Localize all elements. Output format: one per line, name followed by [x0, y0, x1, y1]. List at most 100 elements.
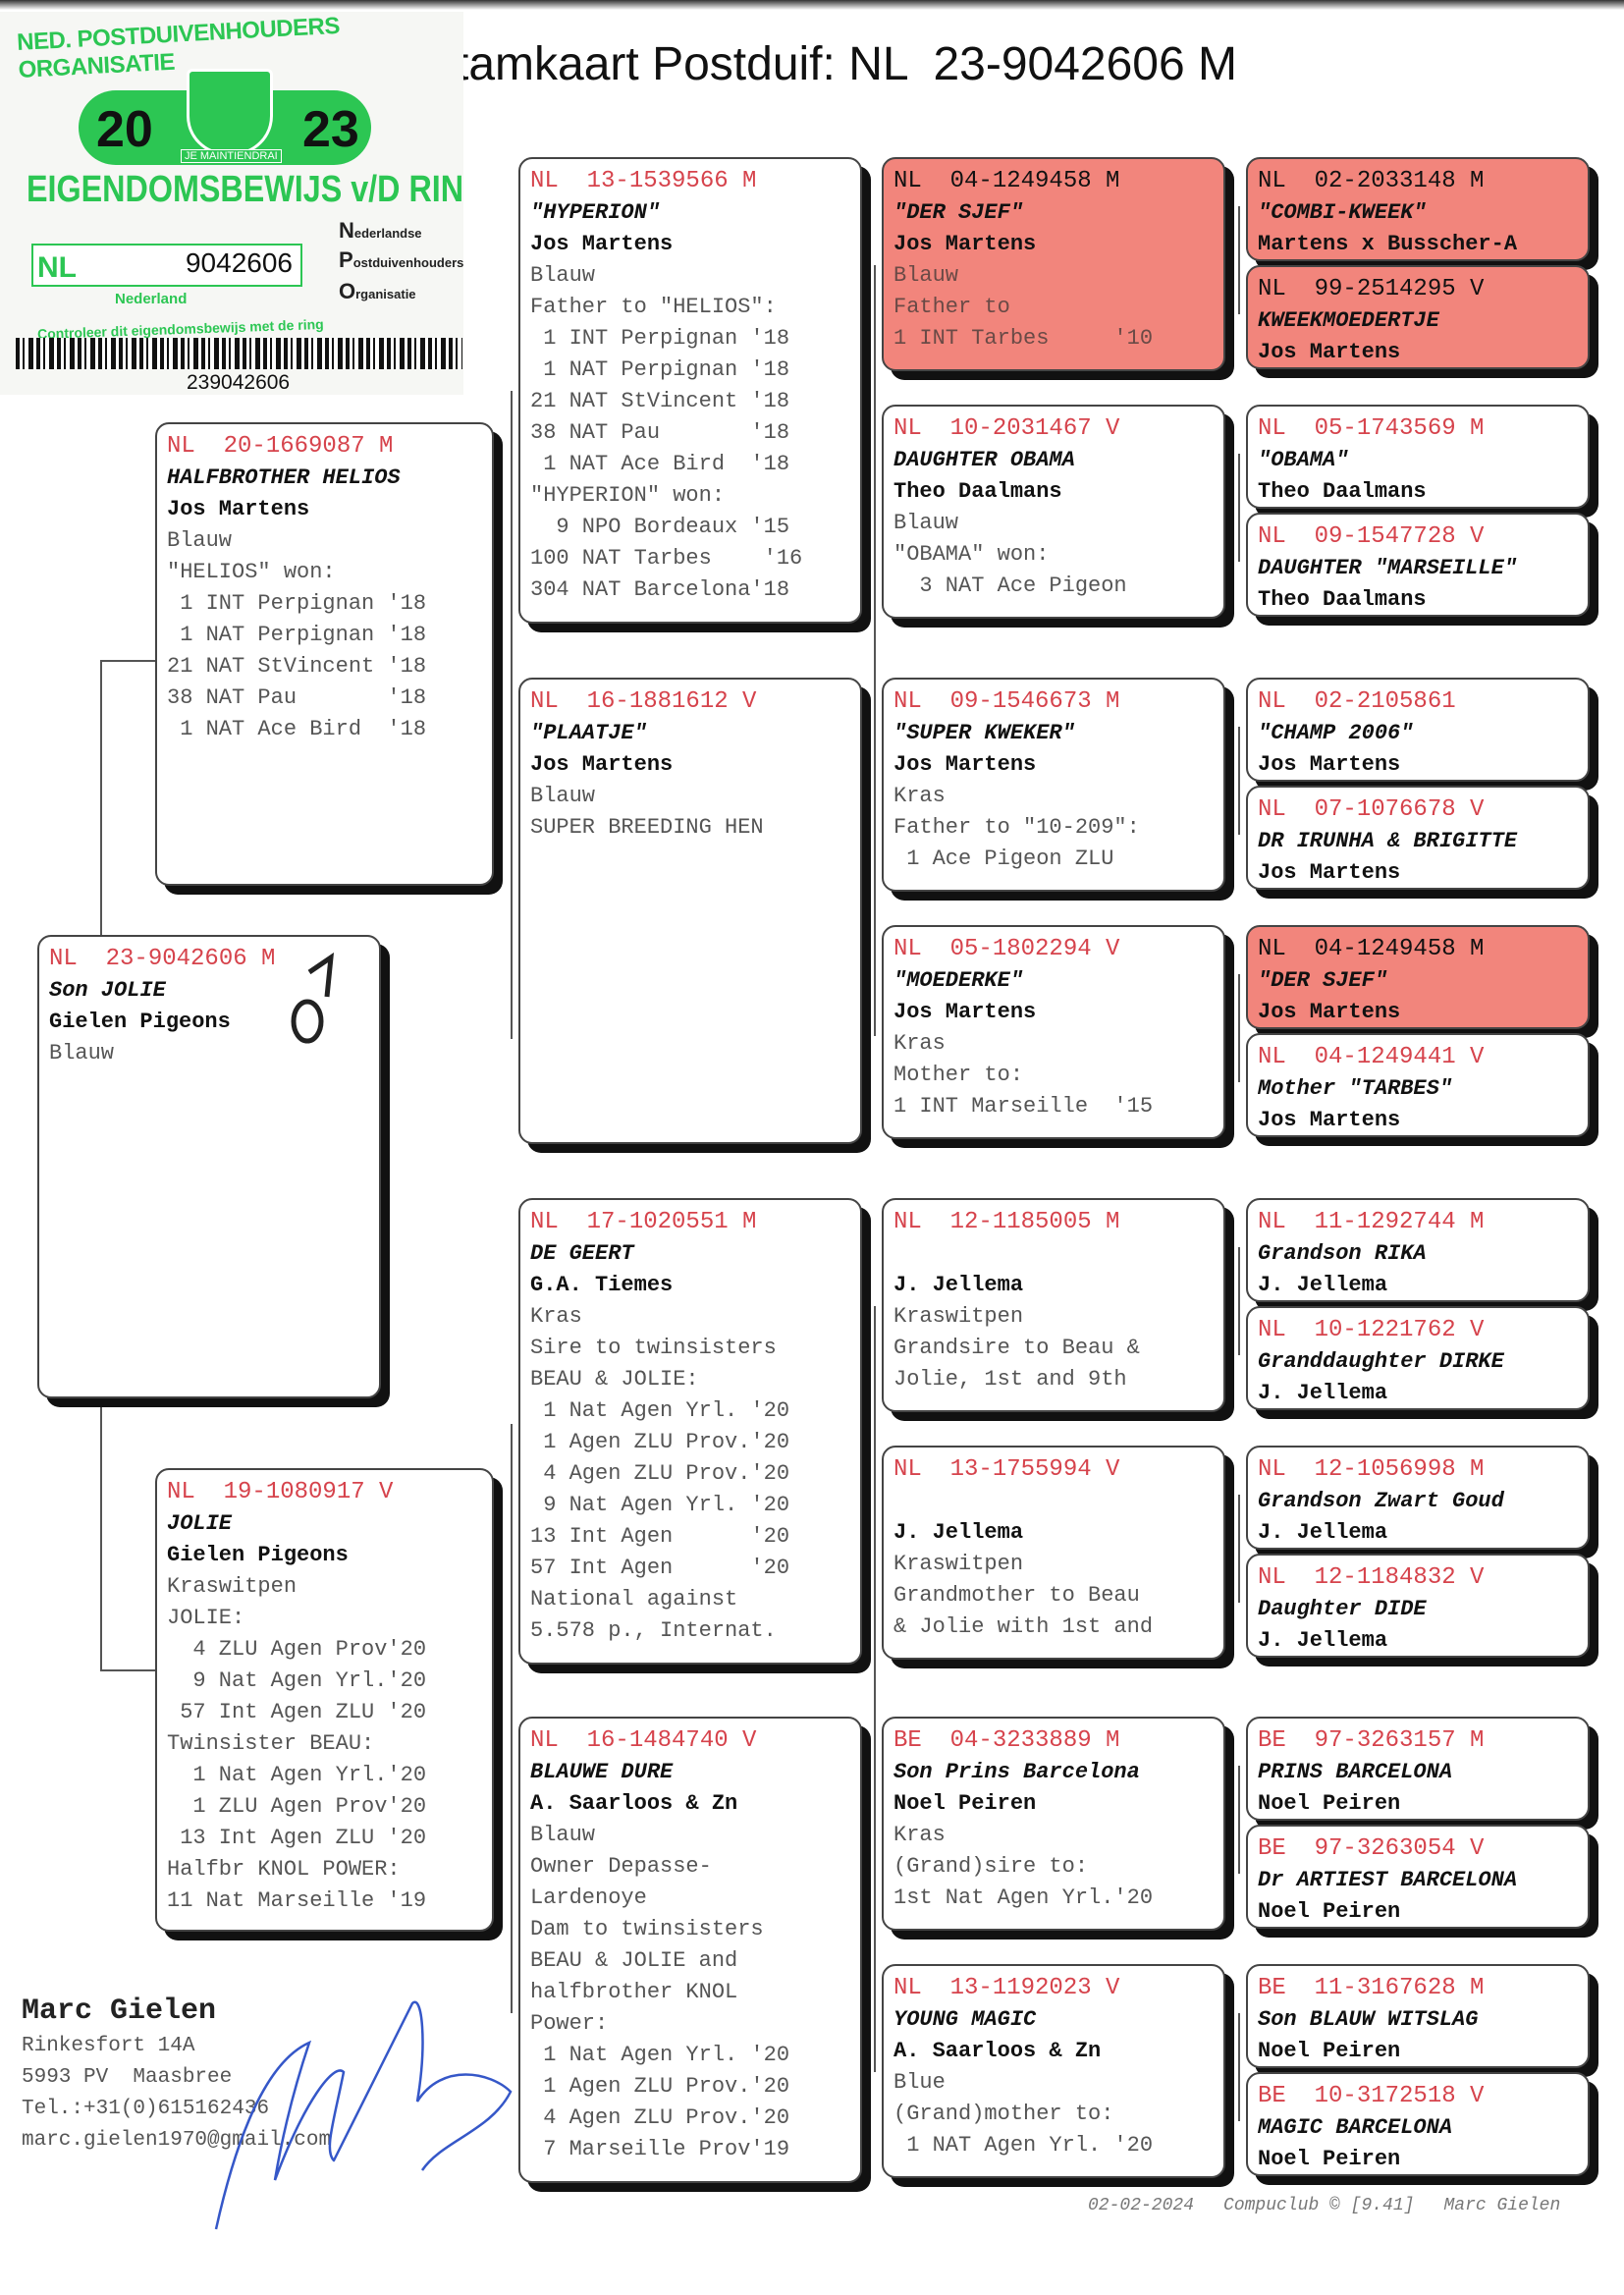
owner-name: Noel Peiren	[1258, 2147, 1401, 2171]
info-line: Owner Depasse-	[530, 1854, 712, 1879]
owner-name: Jos Martens	[1258, 752, 1401, 777]
ring-number: NL 07-1076678 V	[1258, 796, 1485, 823]
info-line: 21 NAT StVincent '18	[167, 654, 427, 679]
grandparent-card[interactable]: NL 17-1020551 M DE GEERT G.A. Tiemes Kras Si…	[518, 1198, 862, 1665]
ring-number: NL 17-1020551 M	[530, 1209, 757, 1235]
great-great-grandparent-card[interactable]: NL 11-1292744 M Grandson RIKA J. Jellema	[1246, 1198, 1590, 1302]
great-great-grandparent-card[interactable]: NL 07-1076678 V DR IRUNHA & BRIGITTE Jos M…	[1246, 786, 1590, 890]
great-great-grandparent-card[interactable]: NL 10-1221762 V Granddaughter DIRKE J. Jel…	[1246, 1306, 1590, 1410]
info-line: Power:	[530, 2011, 609, 2036]
owner-name: Jos Martens	[1258, 1000, 1401, 1024]
great-grandparent-card[interactable]: NL 13-1755994 V J. Jellema Kraswitpen Grand…	[882, 1446, 1225, 1660]
great-grandparent-card[interactable]: NL 10-2031467 V DAUGHTER OBAMA Theo Daalma…	[882, 405, 1225, 619]
great-grandparent-card[interactable]: NL 12-1185005 M J. Jellema Kraswitpen Grand…	[882, 1198, 1225, 1412]
great-great-grandparent-card[interactable]: NL 12-1056998 M Grandson Zwart Goud J. Jel…	[1246, 1446, 1590, 1550]
great-great-grandparent-card[interactable]: NL 99-2514295 V KWEEKMOEDERTJE Jos Martens	[1246, 265, 1590, 369]
ring-number: BE 97-3263157 M	[1258, 1727, 1485, 1754]
great-great-grandparent-card[interactable]: NL 02-2105861 "CHAMP 2006" Jos Martens	[1246, 678, 1590, 782]
info-line: 1 NAT Perpignan '18	[530, 357, 790, 382]
info-line: 1st Nat Agen Yrl.'20	[893, 1885, 1154, 1910]
info-line: Kraswitpen	[167, 1574, 298, 1599]
ring-number: BE 10-3172518 V	[1258, 2083, 1485, 2109]
certificate-heading: EIGENDOMSBEWIJS v/D RING	[27, 169, 463, 210]
great-great-grandparent-card[interactable]: NL 04-1249441 V Mother "TARBES" Jos Marten…	[1246, 1033, 1590, 1137]
great-grandparent-card[interactable]: NL 05-1802294 V "MOEDERKE" Jos Martens Kras…	[882, 925, 1225, 1139]
pigeon-name: Son JOLIE	[49, 978, 166, 1003]
ring-ownership-card: NED. POSTDUIVENHOUDERS ORGANISATIE 20 23…	[0, 12, 463, 395]
info-line: Jolie, 1st and 9th	[893, 1367, 1127, 1392]
sire-card[interactable]: NL 20-1669087 M HALFBROTHER HELIOS Jos Mar…	[155, 422, 494, 886]
info-line: 13 Int Agen ZLU '20	[167, 1826, 427, 1850]
owner-name: Jos Martens	[893, 232, 1037, 256]
pigeon-name: KWEEKMOEDERTJE	[1258, 308, 1439, 333]
ring-number-box: NL 9042606	[31, 244, 302, 287]
pedigree-connector	[1238, 727, 1240, 835]
pedigree-connector	[874, 265, 876, 520]
great-great-grandparent-card[interactable]: BE 97-3263157 M PRINS BARCELONA Noel Peire…	[1246, 1717, 1590, 1821]
great-grandparent-card[interactable]: NL 04-1249458 M "DER SJEF" Jos Martens Blau…	[882, 157, 1225, 371]
grandparent-card[interactable]: NL 16-1881612 V "PLAATJE" Jos Martens Blauw…	[518, 678, 862, 1144]
info-line: Blue	[893, 2070, 946, 2095]
grandparent-card[interactable]: NL 13-1539566 M "HYPERION" Jos Martens Blau…	[518, 157, 862, 624]
great-great-grandparent-card[interactable]: NL 04-1249458 M "DER SJEF" Jos Martens	[1246, 925, 1590, 1029]
ring-number: NL 10-1221762 V	[1258, 1317, 1485, 1343]
info-line: Kraswitpen	[893, 1304, 1024, 1329]
grandparent-card[interactable]: NL 16-1484740 V BLAUWE DURE A. Saarloos & …	[518, 1717, 862, 2183]
pigeon-name: JOLIE	[167, 1511, 233, 1536]
info-line: 1 ZLU Agen Prov'20	[167, 1794, 427, 1819]
pigeon-name	[893, 1238, 1214, 1270]
dam-card[interactable]: NL 19-1080917 V JOLIE Gielen Pigeons Kraswi…	[155, 1468, 494, 1932]
ring-number: BE 11-3167628 M	[1258, 1975, 1485, 2001]
info-line: 1 NAT Ace Bird '18	[530, 452, 790, 476]
great-great-grandparent-card[interactable]: BE 11-3167628 M Son BLAUW WITSLAG Noel Pei…	[1246, 1964, 1590, 2068]
info-line: 1 INT Perpignan '18	[167, 591, 427, 616]
info-line: Kras	[530, 1304, 582, 1329]
ring-number: NL 12-1185005 M	[893, 1209, 1120, 1235]
email-link[interactable]: marc.gielen1970@gmail.com	[22, 2129, 332, 2152]
year-right: 23	[302, 101, 359, 158]
print-date: 02-02-2024	[1088, 2196, 1195, 2215]
page-title: Stamkaart Postduif: NL 23-9042606 M	[424, 38, 1237, 90]
pigeon-name: Granddaughter DIRKE	[1258, 1349, 1504, 1374]
info-line: Kraswitpen	[893, 1552, 1024, 1576]
breeder-name: Marc Gielen	[22, 1994, 217, 2028]
great-great-grandparent-card[interactable]: NL 02-2033148 M "COMBI-KWEEK" Martens x Bu…	[1246, 157, 1590, 261]
owner-name: Theo Daalmans	[1258, 479, 1427, 504]
great-grandparent-card[interactable]: BE 04-3233889 M Son Prins Barcelona Noel P…	[882, 1717, 1225, 1931]
info-line: "HYPERION" won:	[530, 483, 726, 508]
owner-name: Gielen Pigeons	[167, 1543, 349, 1567]
ring-number: NL 09-1547728 V	[1258, 523, 1485, 550]
info-line: 100 NAT Tarbes '16	[530, 546, 803, 571]
info-line: 9 Nat Agen Yrl. '20	[530, 1493, 790, 1517]
ring-number: NL 23-9042606 M	[49, 946, 276, 972]
great-great-grandparent-card[interactable]: NL 05-1743569 M "OBAMA" Theo Daalmans	[1246, 405, 1590, 509]
owner-name: Noel Peiren	[1258, 2039, 1401, 2063]
owner-name: G.A. Tiemes	[530, 1273, 674, 1297]
breeder-contact: Marc Gielen Rinkesfort 14A 5993 PV Maasb…	[22, 1992, 331, 2157]
great-great-grandparent-card[interactable]: BE 10-3172518 V MAGIC BARCELONA Noel Peire…	[1246, 2072, 1590, 2176]
ring-number: NL 13-1192023 V	[893, 1975, 1120, 2001]
owner-name: A. Saarloos & Zn	[530, 1791, 738, 1816]
info-line: "HELIOS" won:	[167, 560, 336, 584]
info-line: Blauw	[167, 528, 233, 553]
great-great-grandparent-card[interactable]: NL 12-1184832 V Daughter DIDE J. Jellema	[1246, 1554, 1590, 1658]
subject-pigeon-card[interactable]: NL 23-9042606 M Son JOLIE Gielen Pigeons Bl…	[37, 935, 381, 1398]
pedigree-connector	[874, 265, 876, 786]
great-great-grandparent-card[interactable]: NL 09-1547728 V DAUGHTER "MARSEILLE" Theo …	[1246, 513, 1590, 617]
barcode	[16, 338, 462, 369]
info-line: 1 INT Perpignan '18	[530, 326, 790, 351]
great-grandparent-card[interactable]: NL 13-1192023 V YOUNG MAGIC A. Saarloos & …	[882, 1964, 1225, 2178]
info-line: 1 NAT Perpignan '18	[167, 623, 427, 647]
owner-name: Jos Martens	[530, 752, 674, 777]
info-line: Kras	[893, 784, 946, 808]
software-credit: Compuclub © [9.41]	[1223, 2196, 1415, 2215]
pigeon-name: Grandson Zwart Goud	[1258, 1489, 1504, 1513]
info-line: Father to "HELIOS":	[530, 295, 777, 319]
great-grandparent-card[interactable]: NL 09-1546673 M "SUPER KWEKER" Jos Martens…	[882, 678, 1225, 892]
info-line: Blauw	[530, 784, 596, 808]
great-great-grandparent-card[interactable]: BE 97-3263054 V Dr ARTIEST BARCELONA Noel …	[1246, 1825, 1590, 1929]
info-line: National against	[530, 1587, 738, 1612]
owner-name: Noel Peiren	[1258, 1899, 1401, 1924]
ring-number: NL 04-1249441 V	[1258, 1044, 1485, 1070]
info-line: Kras	[893, 1823, 946, 1847]
